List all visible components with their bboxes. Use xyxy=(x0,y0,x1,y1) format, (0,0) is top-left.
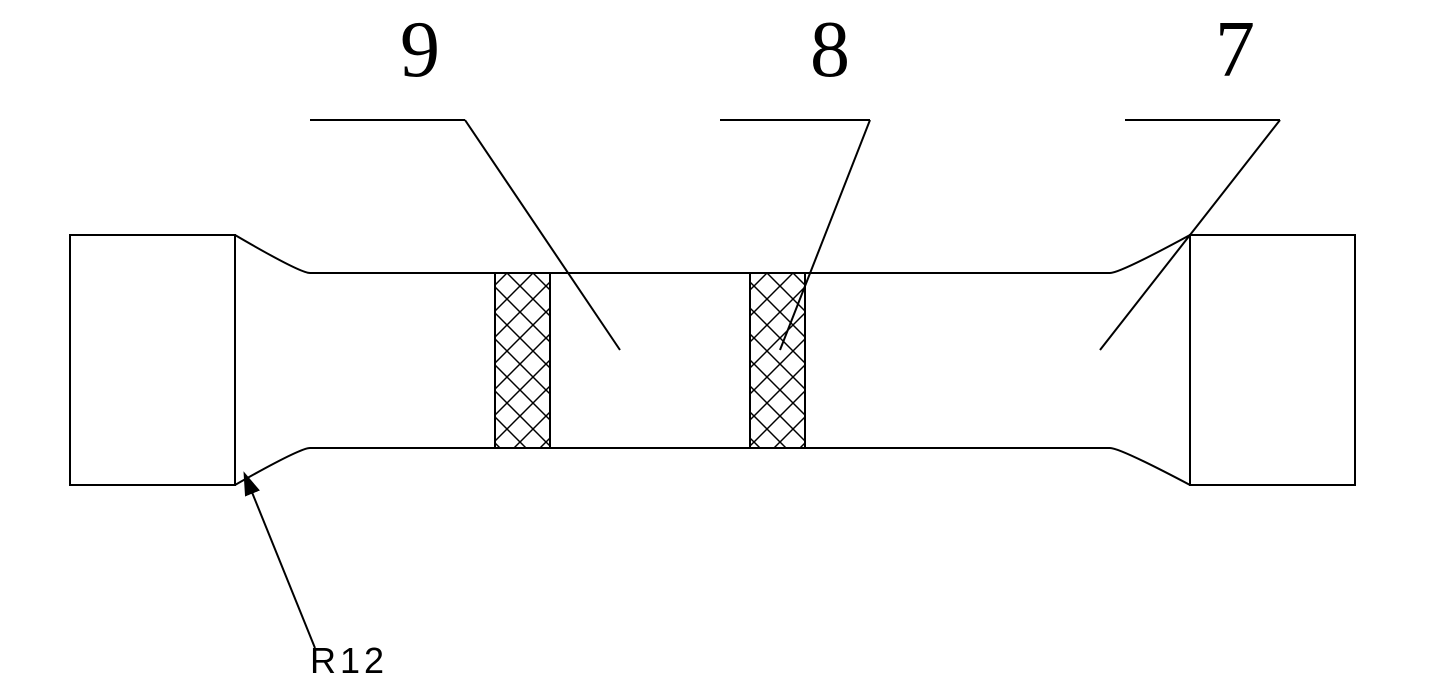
technical-drawing: 9 8 7 R12 xyxy=(0,0,1443,694)
radius-leader-arrow xyxy=(245,475,315,648)
right-fillet-upper xyxy=(1110,235,1190,273)
hatched-zone-2 xyxy=(750,273,805,448)
right-fillet-lower xyxy=(1110,448,1190,485)
hatched-zone-1 xyxy=(495,273,550,448)
specimen-drawing xyxy=(0,0,1443,694)
right-grip-block xyxy=(1190,235,1355,485)
leader-line-8 xyxy=(780,120,870,350)
left-fillet-upper xyxy=(235,235,310,273)
left-grip-block xyxy=(70,235,235,485)
